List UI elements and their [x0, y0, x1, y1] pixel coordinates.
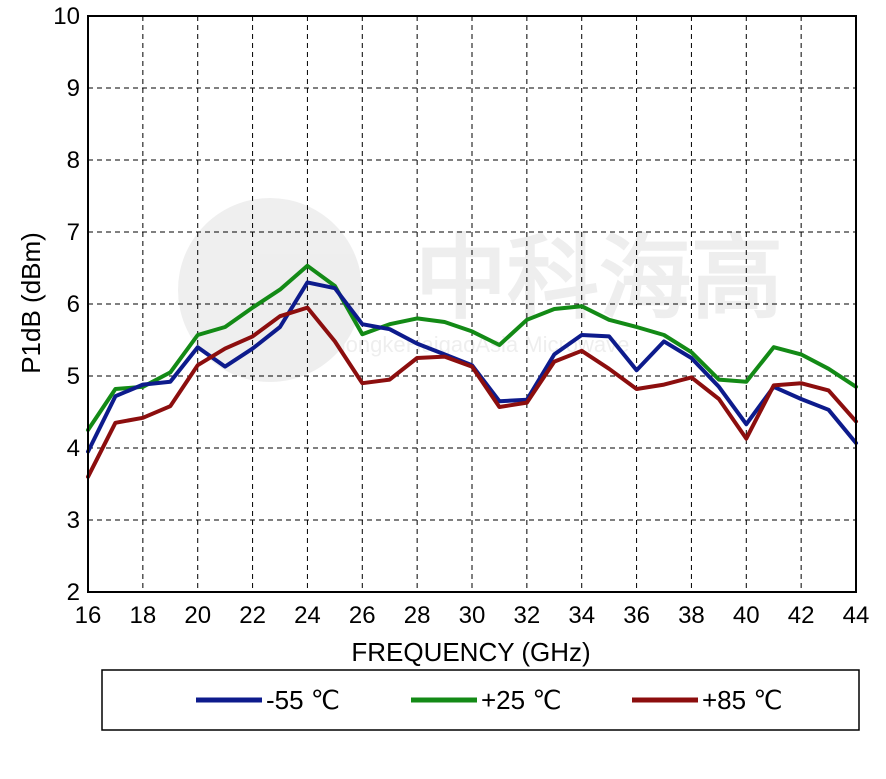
x-tick-label: 22 — [239, 602, 266, 629]
y-tick-label: 4 — [67, 435, 80, 462]
y-tick-label: 10 — [53, 3, 80, 30]
y-tick-label: 5 — [67, 363, 80, 390]
plot-frame — [87, 15, 857, 593]
x-tick-label: 38 — [678, 602, 705, 629]
legend-label: +85 ℃ — [702, 685, 783, 715]
x-tick-label: 36 — [623, 602, 650, 629]
x-tick-label: 18 — [130, 602, 157, 629]
y-axis-title: P1dB (dBm) — [16, 232, 46, 374]
x-tick-label: 40 — [733, 602, 760, 629]
legend: -55 ℃ +25 ℃ +85 ℃ — [101, 669, 860, 731]
watermark-logo-circle — [178, 198, 362, 382]
series-line-plus25 — [86, 263, 858, 432]
y-tick-label: 9 — [67, 75, 80, 102]
y-tick-label: 3 — [67, 507, 80, 534]
watermark-logo: 中科海高 ZhongkeHaigaoAsia Microwave — [178, 198, 783, 382]
x-tick-label: 28 — [404, 602, 431, 629]
x-tick-label: 16 — [75, 602, 102, 629]
grid-layer — [88, 16, 856, 592]
y-tick-label: 7 — [67, 219, 80, 246]
x-tick-label: 24 — [294, 602, 321, 629]
y-tick-label: 6 — [67, 291, 80, 318]
x-tick-label: 34 — [568, 602, 595, 629]
x-tick-label: 20 — [184, 602, 211, 629]
series-line-plus85 — [86, 305, 858, 479]
x-axis-title: FREQUENCY (GHz) — [351, 637, 590, 667]
x-tick-label: 44 — [843, 602, 870, 629]
legend-label: -55 ℃ — [266, 685, 340, 715]
x-tick-label: 32 — [514, 602, 541, 629]
series-layer — [86, 263, 858, 479]
x-tick-label: 42 — [788, 602, 815, 629]
x-tick-label: 30 — [459, 602, 486, 629]
y-tick-label: 2 — [67, 579, 80, 606]
x-tick-label: 26 — [349, 602, 376, 629]
y-tick-label: 8 — [67, 147, 80, 174]
legend-label: +25 ℃ — [481, 685, 562, 715]
